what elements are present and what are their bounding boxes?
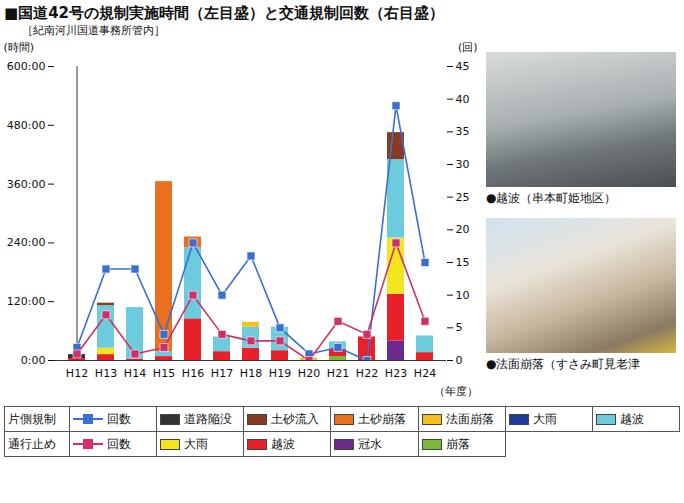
svg-text:30: 30: [456, 158, 470, 171]
html-text:通行止め: 通行止め: [8, 436, 56, 451]
html-text:道路陥没: 道路陥没: [184, 411, 233, 426]
svg-text:360:00: 360:00: [7, 178, 46, 191]
html-text:法面崩落: 法面崩落: [445, 411, 494, 426]
svg-text:(時間): (時間): [4, 41, 35, 54]
svg-text:35: 35: [456, 125, 470, 138]
svg-text:（年度）: （年度）: [434, 385, 478, 398]
svg-text:120:00: 120:00: [7, 295, 46, 308]
html-text:回数: 回数: [107, 411, 131, 426]
html-text:冠水: 冠水: [358, 436, 383, 451]
svg-text:15: 15: [456, 256, 470, 269]
html-text:●越波（串本町姫地区）: ●越波（串本町姫地区）: [486, 191, 617, 205]
html-text:●法面崩落（すさみ町見老津: ●法面崩落（すさみ町見老津: [486, 357, 641, 371]
html-text:大雨: 大雨: [532, 411, 557, 426]
svg-text:0:00: 0:00: [21, 354, 46, 367]
svg-text:H22: H22: [356, 367, 378, 380]
svg-text:600:00: 600:00: [7, 60, 46, 73]
svg-text:(回): (回): [458, 41, 478, 54]
svg-text:H20: H20: [298, 367, 320, 380]
html-text:土砂流入: 土砂流入: [271, 411, 320, 426]
svg-text:H24: H24: [414, 367, 436, 380]
html-text:片側規制: 片側規制: [8, 411, 56, 426]
html-text:越波: 越波: [271, 436, 296, 451]
svg-text:H15: H15: [153, 367, 175, 380]
svg-text:5: 5: [456, 321, 463, 334]
html-text:■国道42号の規制実施時間（左目盛）と交通規制回数（右目盛）: ■国道42号の規制実施時間（左目盛）と交通規制回数（右目盛）: [4, 4, 444, 22]
svg-text:H14: H14: [124, 367, 146, 380]
svg-text:H13: H13: [95, 367, 117, 380]
svg-text:H18: H18: [240, 367, 262, 380]
html-text:回数: 回数: [107, 436, 131, 451]
svg-text:480:00: 480:00: [7, 119, 46, 132]
html-text:大雨: 大雨: [184, 436, 209, 451]
svg-text:H17: H17: [211, 367, 233, 380]
svg-text:10: 10: [456, 289, 470, 302]
html-text:［紀南河川国道事務所管内］: ［紀南河川国道事務所管内］: [22, 24, 165, 37]
svg-text:H12: H12: [66, 367, 88, 380]
svg-text:H23: H23: [385, 367, 407, 380]
svg-text:H19: H19: [269, 367, 291, 380]
html-text:越波: 越波: [619, 411, 644, 426]
svg-text:45: 45: [456, 60, 470, 73]
html-text:土砂崩落: 土砂崩落: [358, 411, 407, 426]
html-text:崩落: 崩落: [445, 436, 470, 451]
svg-text:H21: H21: [327, 367, 349, 380]
svg-text:25: 25: [456, 191, 470, 204]
svg-text:H16: H16: [182, 367, 204, 380]
svg-text:20: 20: [456, 223, 470, 236]
svg-text:0: 0: [456, 354, 463, 367]
svg-text:240:00: 240:00: [7, 236, 46, 249]
svg-text:40: 40: [456, 93, 470, 106]
